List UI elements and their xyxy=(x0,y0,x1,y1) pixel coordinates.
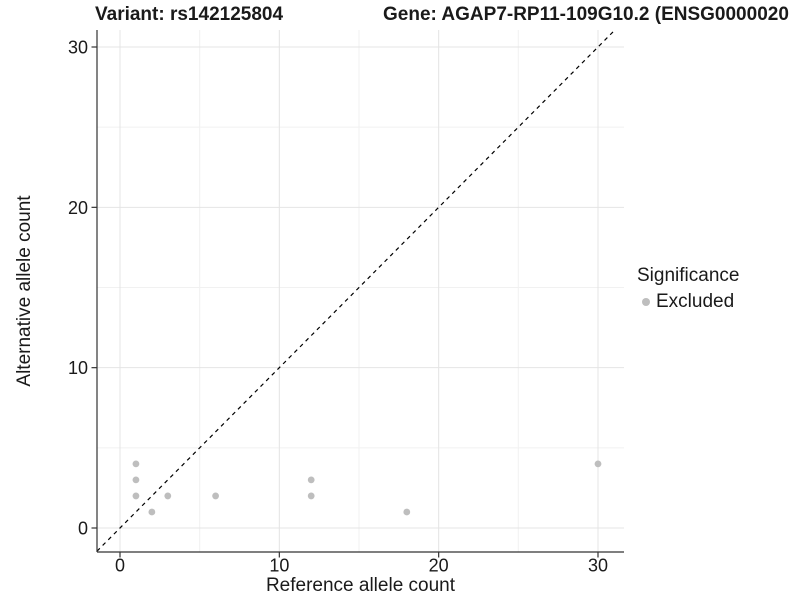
data-point xyxy=(307,492,315,500)
data-point xyxy=(307,476,315,484)
data-point xyxy=(594,460,602,468)
x-tick-label: 30 xyxy=(588,556,608,576)
data-point xyxy=(132,460,140,468)
data-point xyxy=(403,508,411,516)
identity-line xyxy=(96,29,616,552)
x-tick-label: 20 xyxy=(429,556,449,576)
variant-title: Variant: rs142125804 xyxy=(95,4,284,25)
y-tick-label: 0 xyxy=(78,519,88,539)
gene-title: Gene: AGAP7-RP11-109G10.2 (ENSG0000020 xyxy=(383,4,789,25)
data-point xyxy=(148,508,156,516)
excluded-dot-icon xyxy=(642,298,650,306)
y-tick-label: 20 xyxy=(68,198,88,218)
data-point xyxy=(132,476,140,484)
x-axis-title: Reference allele count xyxy=(265,575,456,596)
data-point xyxy=(212,492,219,500)
y-axis-title: Alternative allele count xyxy=(14,195,35,387)
data-point xyxy=(164,492,172,500)
legend-entry-label: Excluded xyxy=(656,291,735,312)
x-tick-label: 10 xyxy=(269,556,289,576)
legend-title: Significance xyxy=(637,265,740,286)
y-tick-label: 30 xyxy=(68,38,88,58)
x-tick-label: 0 xyxy=(115,556,125,576)
y-tick-label: 10 xyxy=(68,358,88,378)
legend: Significance Excluded xyxy=(637,265,739,313)
data-point xyxy=(132,492,140,500)
legend-entry-excluded: Excluded xyxy=(637,291,739,313)
